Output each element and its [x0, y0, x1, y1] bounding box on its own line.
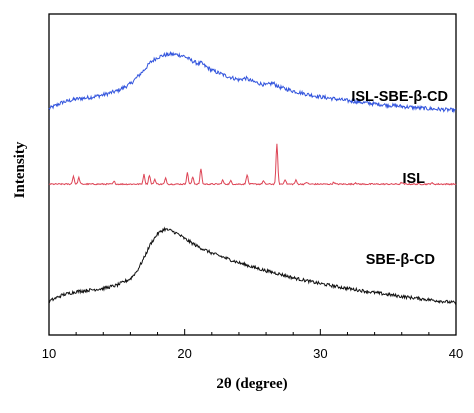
plot-frame	[48, 13, 457, 336]
y-axis-label: Intensity	[12, 141, 28, 198]
series-label-isl-sbe-b-cd: ISL-SBE-β-CD	[351, 89, 448, 105]
tick-marks	[48, 329, 457, 335]
x-axis-label: 2θ (degree)	[216, 376, 287, 392]
series-line-isl	[48, 143, 457, 186]
x-tick-label-30: 30	[313, 346, 327, 361]
x-tick-label-20: 20	[177, 346, 191, 361]
series-label-sbe-b-cd: SBE-β-CD	[366, 252, 435, 268]
series-line-sbe-b-cd	[48, 226, 457, 305]
series-line-isl-sbe-b-cd	[48, 50, 457, 114]
x-tick-label-10: 10	[42, 346, 56, 361]
series-label-isl: ISL	[402, 171, 425, 187]
x-tick-labels: 10 20 30 40	[42, 346, 463, 361]
x-tick-label-40: 40	[449, 346, 463, 361]
